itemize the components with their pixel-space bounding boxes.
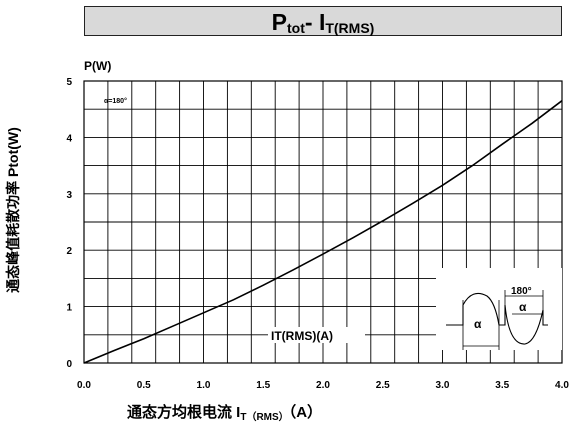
y-axis-label: 通态峰值耗散功率 Ptot(W) (5, 127, 21, 293)
x-tick-label: 1.5 (256, 380, 270, 391)
svg-text:通态方均根电流 IT（RMS）（A）: 通态方均根电流 IT（RMS）（A） (127, 403, 322, 423)
inset-angle-label: 180° (511, 286, 532, 297)
x-tick-label: 1.0 (197, 380, 211, 391)
axis-ticks: 0.0 0.5 1.0 1.5 2.0 2.5 3.0 3.5 4.0 0 1 2 3 4 5 (66, 77, 569, 391)
y-unit-label: P(W) (84, 59, 111, 73)
x-tick-label: 0.0 (77, 380, 91, 391)
in-plot-legend: IT(RMS)(A) (268, 327, 365, 343)
y-tick-label: 2 (66, 246, 72, 257)
chart-title: Ptot- IT(RMS) (84, 6, 562, 36)
x-tick-label: 2.5 (376, 380, 390, 391)
x-tick-label: 4.0 (555, 380, 569, 391)
y-tick-label: 5 (66, 77, 72, 88)
power-curve (83, 100, 563, 364)
x-tick-label: 3.5 (495, 380, 509, 391)
alpha-note: α=180° (104, 97, 127, 105)
inset-waveform: 180° α α (436, 268, 562, 350)
x-tick-label: 0.5 (137, 380, 151, 391)
y-tick-label: 1 (66, 303, 72, 314)
y-tick-label: 4 (66, 133, 72, 144)
x-tick-label: 2.0 (316, 380, 330, 391)
x-tick-label: 3.0 (436, 380, 450, 391)
in-plot-legend-label: IT(RMS)(A) (271, 329, 333, 343)
inset-alpha-bottom: α (474, 317, 482, 331)
y-tick-label: 3 (66, 190, 72, 201)
y-tick-label: 0 (66, 359, 72, 370)
x-axis-label: 通态方均根电流 IT（RMS）（A） (127, 403, 322, 423)
plot-frame (83, 80, 563, 364)
inset-alpha-top: α (519, 300, 527, 314)
